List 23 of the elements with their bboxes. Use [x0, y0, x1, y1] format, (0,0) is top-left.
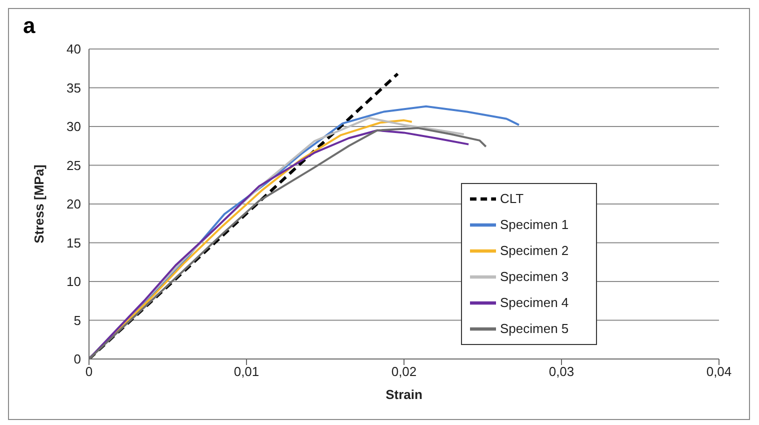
x-tick-label: 0,04	[706, 364, 732, 380]
y-tick-label: 20	[66, 196, 81, 212]
y-tick-label: 40	[66, 42, 81, 57]
legend-label: Specimen 5	[500, 321, 569, 336]
y-tick-label: 10	[66, 274, 81, 290]
y-tick-label: 30	[66, 119, 81, 134]
x-axis-title: Strain	[386, 387, 422, 402]
x-tick-label: 0,03	[548, 364, 574, 380]
chart-title: a	[23, 13, 36, 39]
x-tick-label: 0,02	[391, 364, 417, 380]
legend-label: Specimen 1	[500, 217, 569, 232]
y-tick-label: 35	[66, 80, 81, 96]
legend-label: Specimen 4	[500, 295, 569, 310]
y-tick-label: 25	[66, 158, 81, 173]
y-axis-title: Stress [MPa]	[32, 164, 47, 244]
x-tick-label: 0,01	[234, 364, 260, 380]
legend-label: CLT	[500, 191, 524, 206]
x-tick-label: 0	[85, 364, 93, 380]
legend-label: Specimen 2	[500, 243, 569, 258]
y-tick-label: 5	[74, 312, 81, 328]
y-tick-label: 0	[74, 352, 81, 367]
legend-label: Specimen 3	[500, 269, 569, 284]
y-tick-label: 15	[66, 235, 81, 250]
